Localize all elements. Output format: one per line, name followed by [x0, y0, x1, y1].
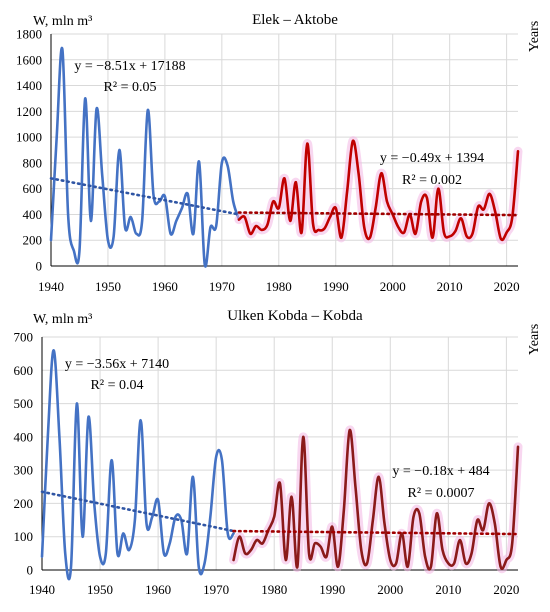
- x-tick-label: 1940: [29, 582, 55, 597]
- y-tick-label: 800: [23, 155, 43, 170]
- chart-title: Elek – Aktobe: [252, 12, 338, 28]
- x-tick-label: 1980: [266, 279, 292, 294]
- y-tick-label: 700: [14, 330, 34, 345]
- y-tick-label: 500: [14, 396, 34, 411]
- x-tick-label: 1960: [152, 279, 178, 294]
- x-tick-label: 1970: [203, 582, 229, 597]
- x-tick-label: 1940: [38, 279, 64, 294]
- y-axis-label: W, mln m³: [33, 312, 92, 327]
- x-tick-label: 1990: [323, 279, 349, 294]
- x-tick-label: 2010: [437, 279, 463, 294]
- trend-r2: R² = 0.0007: [408, 486, 475, 501]
- trendline-2: [232, 529, 520, 536]
- y-axis-label: W, mln m³: [33, 14, 92, 29]
- y-tick-label: 1000: [16, 130, 42, 145]
- x-tick-label: 2000: [377, 582, 403, 597]
- x-tick-label: 2020: [493, 582, 519, 597]
- y-tick-label: 600: [23, 181, 43, 196]
- y-tick-label: 300: [14, 463, 34, 478]
- x-tick-label: 1980: [261, 582, 287, 597]
- chart-title: Ulken Kobda – Kobda: [227, 308, 363, 324]
- trend-r2: R² = 0.05: [104, 80, 157, 95]
- series-line-2: [237, 139, 520, 242]
- y-tick-label: 200: [14, 496, 34, 511]
- y-tick-label: 600: [14, 363, 34, 378]
- x-tick-label: 2010: [435, 582, 461, 597]
- x-tick-label: 2020: [494, 279, 520, 294]
- y-tick-label: 1800: [16, 27, 42, 42]
- chart-1: 0 200 400 600 800 1000 1200 1400 1600 1800 1940 195…: [16, 12, 542, 294]
- y-tick-label: 400: [23, 207, 43, 222]
- y-tick-label: 100: [14, 529, 34, 544]
- trendline-2: [237, 211, 520, 217]
- trend-equation: y = −0.49x + 1394: [380, 151, 484, 166]
- trend-equation: y = −8.51x + 17188: [74, 59, 185, 74]
- x-tick-label: 1950: [87, 582, 113, 597]
- trend-equation: y = −0.18x + 484: [392, 464, 489, 479]
- y-tick-label: 200: [23, 233, 43, 248]
- y-tick-label: 0: [27, 563, 34, 578]
- x-tick-label: 1950: [95, 279, 121, 294]
- series-line-1: [49, 46, 241, 268]
- x-tick-label: 1970: [209, 279, 235, 294]
- y-tick-label: 0: [36, 259, 43, 274]
- y-tick-label: 1200: [16, 104, 42, 119]
- x-tick-label: 1990: [319, 582, 345, 597]
- x-axis-label: Years: [527, 21, 542, 52]
- series-line-1: [40, 349, 235, 581]
- chart-2: 0 100 200 300 400 500 600 700 1940 1950 1960 1970 19…: [14, 308, 543, 597]
- y-tick-label: 1600: [16, 52, 42, 67]
- x-tick-label: 1960: [145, 582, 171, 597]
- y-tick-label: 400: [14, 429, 34, 444]
- y-tick-label: 1400: [16, 78, 42, 93]
- trend-equation: y = −3.56x + 7140: [65, 357, 169, 372]
- x-axis-label: Years: [527, 324, 542, 355]
- trendline-1: [40, 490, 235, 533]
- trend-r2: R² = 0.04: [91, 378, 144, 393]
- trend-r2: R² = 0.002: [402, 173, 462, 188]
- trendline-1: [49, 177, 241, 216]
- series-line-2: [232, 428, 520, 571]
- x-tick-label: 2000: [380, 279, 406, 294]
